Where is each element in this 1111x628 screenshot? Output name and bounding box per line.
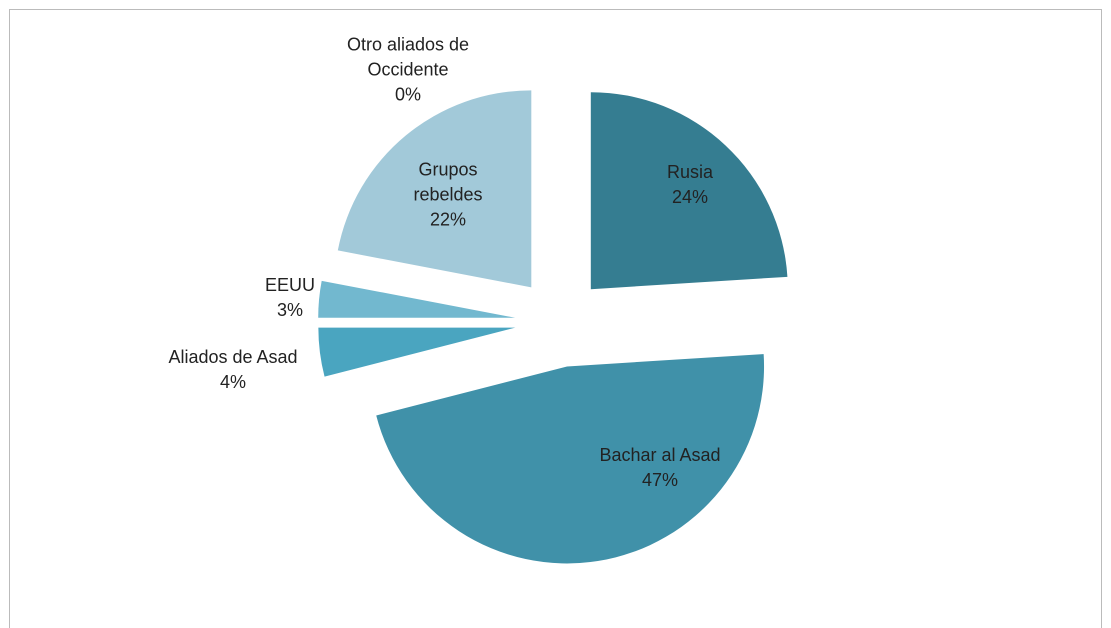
category-label: EEUU [264, 275, 315, 295]
slice-label: Grupos rebeldes 22% [393, 158, 503, 233]
value-label: 0% [394, 84, 421, 105]
value-label: 47% [641, 470, 679, 490]
slice-label: Aliados de Asad 4% [133, 345, 333, 395]
pie-slice [376, 354, 765, 564]
category-label: Aliados de Asad [168, 347, 298, 367]
pie-slice [590, 92, 788, 290]
slice-label: Bachar al Asad 47% [560, 443, 760, 493]
value-label: 3% [276, 300, 303, 320]
pie-slice [337, 90, 532, 288]
value-label: 4% [219, 372, 246, 392]
pie-slice [318, 280, 516, 318]
slice-label: EEUU 3% [240, 273, 340, 323]
category-label: Rusia [666, 162, 714, 182]
value-label: 22% [429, 209, 467, 230]
chart-border [9, 9, 1102, 628]
category-label: Grupos rebeldes [413, 159, 483, 205]
value-label: 24% [671, 187, 709, 207]
pie-slice [318, 327, 516, 377]
category-label: Bachar al Asad [599, 445, 721, 465]
category-label: Otro aliados de Occidente [346, 34, 470, 80]
slice-label: Rusia 24% [630, 160, 750, 210]
slice-label: Otro aliados de Occidente 0% [308, 33, 508, 108]
